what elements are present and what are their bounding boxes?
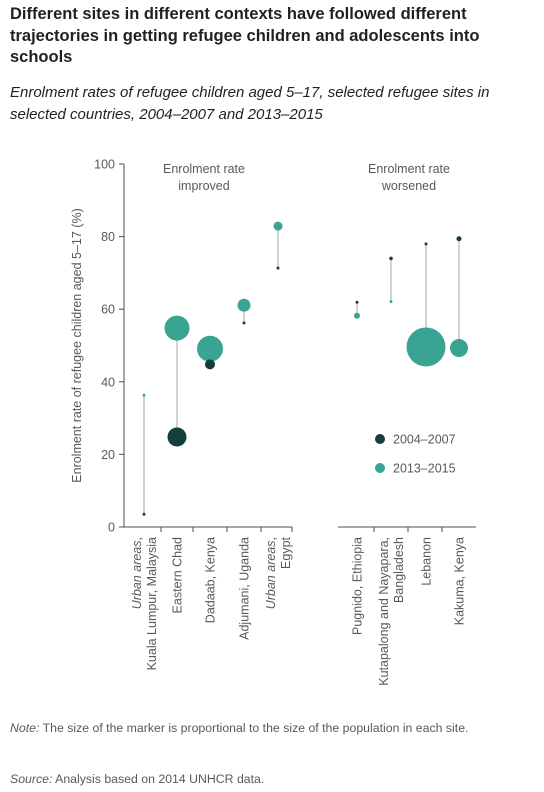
- legend: 2004–2007 2013–2015: [375, 433, 456, 476]
- site-label: Kutapalong and Nayapara,: [377, 537, 391, 686]
- y-tick-label: 100: [94, 158, 115, 172]
- dot-2013-2015: [164, 315, 190, 341]
- dot-2004-2007: [276, 266, 280, 270]
- group-label-0-line-0: Enrolment rate: [163, 162, 245, 176]
- site-label: Bangladesh: [392, 537, 406, 603]
- source-label: Source:: [10, 772, 53, 786]
- dot-2013-2015: [406, 327, 446, 367]
- dot-2013-2015: [450, 339, 468, 358]
- site-label: Lebanon: [420, 537, 434, 586]
- dot-2013-2015: [354, 312, 360, 319]
- dot-2013-2015: [389, 300, 393, 304]
- dot-2004-2007: [424, 242, 428, 246]
- source-text: Analysis based on 2014 UNHCR data.: [52, 772, 265, 786]
- chart-title: Different sites in different contexts ha…: [10, 5, 480, 66]
- group-label-1-line-1: worsened: [381, 179, 436, 193]
- chart-note: Note: The size of the marker is proporti…: [10, 719, 534, 737]
- y-axis-title: Enrolment rate of refugee children aged …: [70, 208, 84, 482]
- label-layer: Enrolment rate improved Enrolment rate wors…: [130, 162, 467, 686]
- dot-plot-chart: 0 20 40 60 80 100 Enrolment rate of refugee ch…: [70, 158, 476, 686]
- site-label: Urban areas,: [130, 537, 144, 609]
- site-label: Dadaab, Kenya: [204, 537, 218, 623]
- y-tick-label: 0: [108, 521, 115, 535]
- group-label-0-line-1: improved: [178, 179, 229, 193]
- dot-2013-2015: [237, 298, 251, 312]
- y-tick-label: 40: [101, 375, 115, 389]
- legend-label: 2004–2007: [393, 433, 456, 447]
- dot-2004-2007: [389, 256, 393, 261]
- y-tick-label: 20: [101, 448, 115, 462]
- note-text: The size of the marker is proportional t…: [39, 721, 469, 735]
- dot-2004-2007: [242, 321, 246, 325]
- dot-2004-2007: [142, 512, 146, 516]
- dot-2013-2015: [273, 221, 283, 231]
- chart-source: Source: Analysis based on 2014 UNHCR dat…: [10, 770, 534, 788]
- site-label: Kuala Lumpur, Malaysia: [145, 537, 159, 670]
- marks-layer: [142, 221, 468, 516]
- site-label-rest: ,: [264, 537, 278, 540]
- dot-2013-2015: [142, 393, 146, 397]
- y-tick-label: 80: [101, 230, 115, 244]
- site-label: Adjumani, Uganda: [238, 537, 252, 640]
- legend-marker: [375, 434, 385, 444]
- site-label: Urban areas,: [264, 537, 278, 609]
- site-label-italic: Urban areas: [130, 540, 144, 609]
- note-label: Note:: [10, 721, 40, 735]
- site-label-italic: Urban areas: [264, 540, 278, 609]
- dot-2004-2007: [205, 359, 215, 370]
- dot-2004-2007: [456, 236, 462, 242]
- site-label: Egypt: [279, 536, 293, 568]
- site-label: Pugnido, Ethiopia: [351, 537, 365, 635]
- dot-2013-2015: [197, 335, 223, 362]
- dot-2004-2007: [355, 300, 359, 304]
- chart-subtitle: Enrolment rates of refugee children aged…: [10, 84, 490, 123]
- group-label-1-line-0: Enrolment rate: [368, 162, 450, 176]
- site-label: Kakuma, Kenya: [453, 537, 467, 625]
- dot-2004-2007: [167, 427, 187, 447]
- axis-layer: 0 20 40 60 80 100 Enrolment rate of refugee ch…: [70, 158, 476, 535]
- legend-label: 2013–2015: [393, 462, 456, 476]
- legend-marker: [375, 463, 385, 473]
- y-tick-label: 60: [101, 303, 115, 317]
- site-label: Eastern Chad: [171, 537, 185, 613]
- site-label-rest: ,: [130, 537, 144, 540]
